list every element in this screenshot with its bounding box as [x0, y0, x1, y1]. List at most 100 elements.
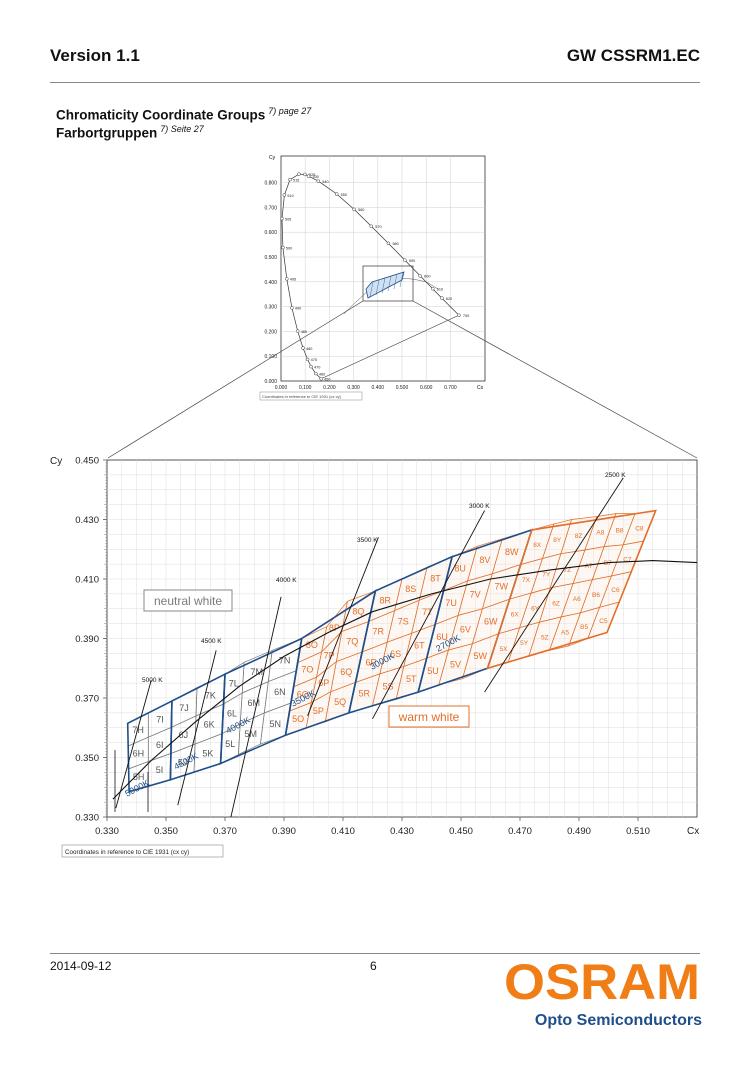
wavelength-marker — [290, 306, 294, 310]
bin-label: 5M — [245, 729, 258, 739]
bin-label: 7W — [495, 582, 509, 592]
bin-label: C5 — [599, 618, 608, 625]
neutral-white-box — [143, 589, 233, 612]
overview-ytick: 0.000 — [264, 379, 277, 385]
isotherm-line — [115, 680, 152, 809]
bin-label: 7K — [205, 690, 216, 700]
wavelength-marker — [301, 346, 305, 350]
wavelength-marker — [309, 364, 313, 369]
bin-label: 6O — [297, 689, 309, 699]
bin-label: 6W — [484, 616, 498, 626]
bin-label: 5Y — [520, 640, 529, 647]
bin-label: 6S — [390, 649, 401, 659]
wavelength-marker — [303, 172, 307, 177]
bin-label: 8W — [505, 547, 519, 557]
bin-label: A6 — [573, 596, 581, 603]
wavelength-label: 580 — [392, 242, 398, 246]
bin-label: A7 — [585, 563, 593, 570]
x-tick-label: 0.510 — [626, 826, 650, 837]
wavelength-marker — [457, 313, 461, 318]
overview-xtick: 0.000 — [275, 385, 288, 391]
isotherm-line — [372, 510, 485, 720]
wavelength-label: 485 — [301, 330, 307, 334]
bin-label: 7Y — [542, 571, 551, 578]
isotherm-line — [307, 537, 379, 717]
brand-tagline: Opto Semiconductors — [534, 1012, 702, 1029]
overview-xlabel: Cx — [477, 385, 484, 391]
wavelength-label: 475 — [311, 358, 317, 362]
wavelength-label: 495 — [290, 278, 296, 282]
wavelength-label: 600 — [424, 275, 430, 279]
overview-frame — [280, 155, 486, 382]
y-tick-label: 0.390 — [75, 634, 99, 645]
wavelength-label: 590 — [409, 259, 415, 263]
bin-label: B6 — [592, 592, 600, 599]
bin-label: 5O — [292, 714, 304, 724]
wavelength-marker — [319, 377, 323, 381]
warm-white-label: warm white — [398, 710, 460, 724]
header-divider — [50, 82, 700, 83]
bin-label: 7P — [324, 651, 335, 661]
section-subtitle-ref: 7) Seite 27 — [160, 124, 204, 134]
bin-label: 8R — [379, 595, 391, 605]
chart-caption-box — [61, 844, 224, 858]
wavelength-marker — [440, 296, 444, 300]
overview-bin-divider — [399, 271, 404, 288]
bin-label: 5X — [500, 646, 509, 653]
isotherm-line — [177, 650, 217, 806]
bin-label: C8 — [635, 525, 644, 532]
y-tick-label: 0.410 — [75, 575, 99, 586]
bin-label: 5R — [358, 689, 370, 699]
cct-label: 3500 K — [357, 537, 378, 544]
wavelength-label: 560 — [358, 208, 364, 212]
isotherm-line — [230, 596, 282, 818]
bin-label: 7N — [279, 655, 291, 665]
wavelength-marker — [297, 172, 301, 176]
bin-label: 8Q — [352, 606, 364, 616]
x-tick-label: 0.370 — [213, 826, 237, 837]
bin-label: 6Z — [552, 601, 560, 608]
x-tick-label: 0.350 — [154, 826, 178, 837]
wavelength-label: 570 — [375, 225, 381, 229]
overview-xtick: 0.500 — [396, 385, 409, 391]
bin-label: 6I — [156, 740, 164, 750]
color-family-outline — [486, 509, 657, 670]
section-subtitle-text: Farbortgruppen — [56, 125, 158, 141]
wavelength-label: 500 — [286, 246, 292, 250]
bin-label: 6J — [179, 730, 189, 740]
bin-label: 7S — [398, 617, 409, 627]
bin-label: 7Z — [563, 567, 571, 574]
bin-label: 7T — [422, 607, 433, 617]
section-title-text: Chromaticity Coordinate Groups — [56, 107, 266, 123]
bin-label: 5W — [474, 651, 488, 661]
overview-ytick: 0.800 — [264, 181, 277, 187]
section-title-ref: 7) page 27 — [268, 106, 312, 116]
overview-bin-divider — [393, 273, 398, 290]
bin-label: 6K — [204, 719, 215, 729]
wavelength-label: 610 — [437, 288, 443, 292]
y-tick-label: 0.350 — [75, 753, 99, 764]
bin-label: 7U — [445, 598, 457, 608]
bin-label: 8Z — [575, 533, 583, 540]
overview-caption-box — [259, 391, 363, 401]
bin-label: 8P — [329, 623, 340, 633]
wavelength-label: 510 — [287, 194, 293, 198]
bin-label: 5N — [270, 719, 282, 729]
wavelength-label: 620 — [446, 297, 452, 301]
wavelength-marker — [305, 357, 310, 362]
bin-label: 6Q — [340, 667, 352, 677]
bin-label: 7X — [522, 577, 531, 584]
y-axis-label: Cy — [50, 456, 62, 467]
wavelength-marker — [369, 224, 374, 228]
purple-line — [321, 315, 459, 380]
planckian-locus — [112, 560, 698, 800]
overview-xtick: 0.400 — [372, 385, 385, 391]
overview-bin-divider — [375, 279, 380, 296]
overview-ytick: 0.700 — [264, 205, 277, 211]
bin-label: B7 — [604, 560, 612, 567]
overview-xtick: 0.100 — [299, 385, 312, 391]
x-tick-label: 0.490 — [567, 826, 591, 837]
wavelength-marker — [288, 177, 292, 182]
wavelength-marker — [282, 193, 287, 197]
bin-label: 5P — [313, 706, 324, 716]
